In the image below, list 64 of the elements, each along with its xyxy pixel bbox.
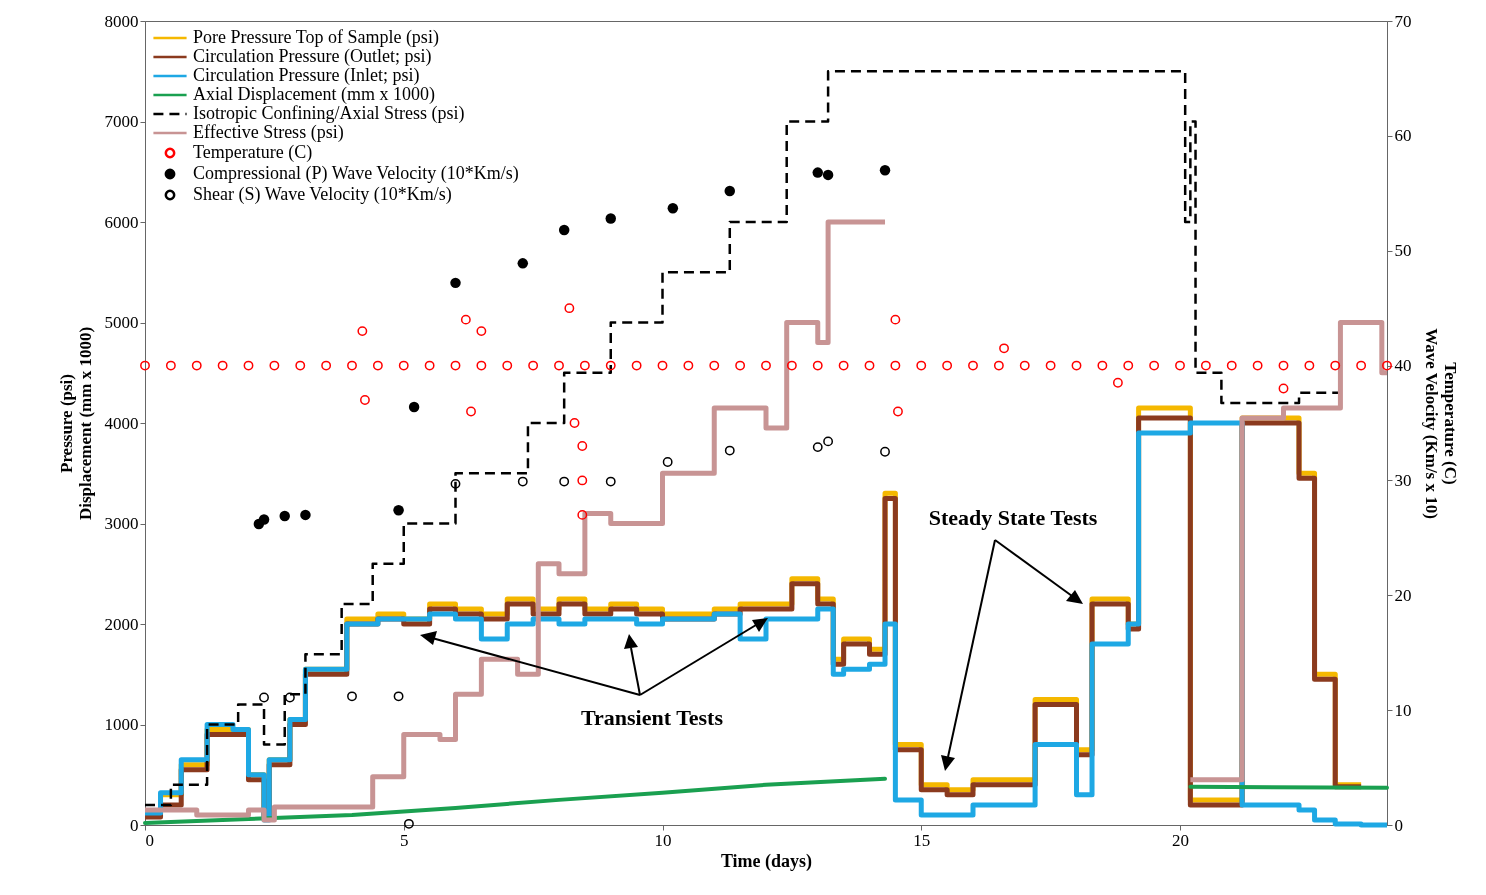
point — [605, 476, 616, 487]
point — [300, 509, 311, 521]
y2-tick-label: 60 — [1394, 126, 1412, 146]
note-text: Steady State Tests — [928, 505, 1098, 530]
legend-label: Circulation Pressure (Outlet; psi) — [193, 46, 432, 67]
point — [393, 691, 404, 702]
x-tick-label: 10 — [654, 830, 672, 850]
legend-label: Isotropic Confining/Axial Stress (psi) — [193, 103, 465, 124]
point — [347, 691, 357, 702]
x-tick-label: 15 — [913, 830, 931, 850]
point — [258, 514, 270, 525]
legend-label: Compressional (P) Wave Velocity (10*Km/s) — [193, 163, 519, 184]
point — [558, 224, 570, 236]
point — [559, 476, 570, 487]
x-axis-title: Time (days) — [720, 850, 813, 872]
y2-tick-label: 40 — [1394, 356, 1412, 376]
x-tick-label: 5 — [400, 830, 409, 850]
y2-tick-label: 20 — [1394, 585, 1412, 605]
y-tick-label: 4000 — [104, 413, 139, 433]
point — [393, 505, 404, 516]
y-axis-title: Pressure (psi) Displacement (mm x 1000) — [56, 326, 95, 521]
note-text: Transient Tests — [581, 705, 723, 730]
point — [259, 692, 269, 703]
legend-label: Axial Displacement (mm x 1000) — [193, 84, 435, 105]
point — [822, 169, 834, 181]
y-tick-label: 6000 — [104, 212, 139, 232]
point — [823, 436, 834, 447]
point — [880, 446, 890, 457]
y-tick-label: 7000 — [104, 112, 139, 131]
y-tick-label: 1000 — [104, 715, 139, 734]
legend-label: Circulation Pressure (Inlet; psi) — [193, 65, 420, 86]
y-tick-label: 3000 — [104, 514, 139, 533]
x-tick-label: 0 — [145, 830, 154, 850]
point — [724, 445, 735, 456]
y2-tick-label: 0 — [1394, 815, 1403, 835]
point — [517, 258, 529, 269]
point — [879, 165, 891, 176]
legend-label: Effective Stress (psi) — [193, 122, 344, 143]
y2-tick-label: 10 — [1394, 700, 1412, 720]
y2-tick-label: 50 — [1394, 241, 1412, 261]
y2-tick-label: 30 — [1394, 470, 1412, 490]
legend-label: Shear (S) Wave Velocity (10*Km/s) — [193, 184, 452, 205]
legend-label: Temperature (C) — [193, 142, 313, 163]
point — [517, 476, 528, 487]
point — [724, 185, 736, 197]
point — [279, 510, 290, 522]
x-tick-label: 20 — [1172, 830, 1189, 850]
y2-tick-label: 70 — [1394, 11, 1412, 31]
y-tick-label: 2000 — [104, 614, 139, 634]
point — [662, 457, 673, 467]
point — [605, 213, 616, 224]
point — [450, 277, 461, 289]
y-tick-label: 5000 — [104, 313, 139, 332]
y-tick-label: 8000 — [104, 11, 139, 31]
y-tick-label: 0 — [130, 815, 139, 835]
point — [403, 818, 414, 829]
point — [812, 442, 823, 453]
point — [284, 692, 295, 703]
point — [812, 167, 823, 178]
point — [450, 478, 461, 489]
point — [667, 202, 679, 214]
legend-label: Pore Pressure Top of Sample (psi) — [193, 27, 439, 48]
point — [408, 401, 420, 413]
y2-axis-title: Temperature (C) Wave Velocity (Km/s x 10) — [1421, 328, 1460, 519]
